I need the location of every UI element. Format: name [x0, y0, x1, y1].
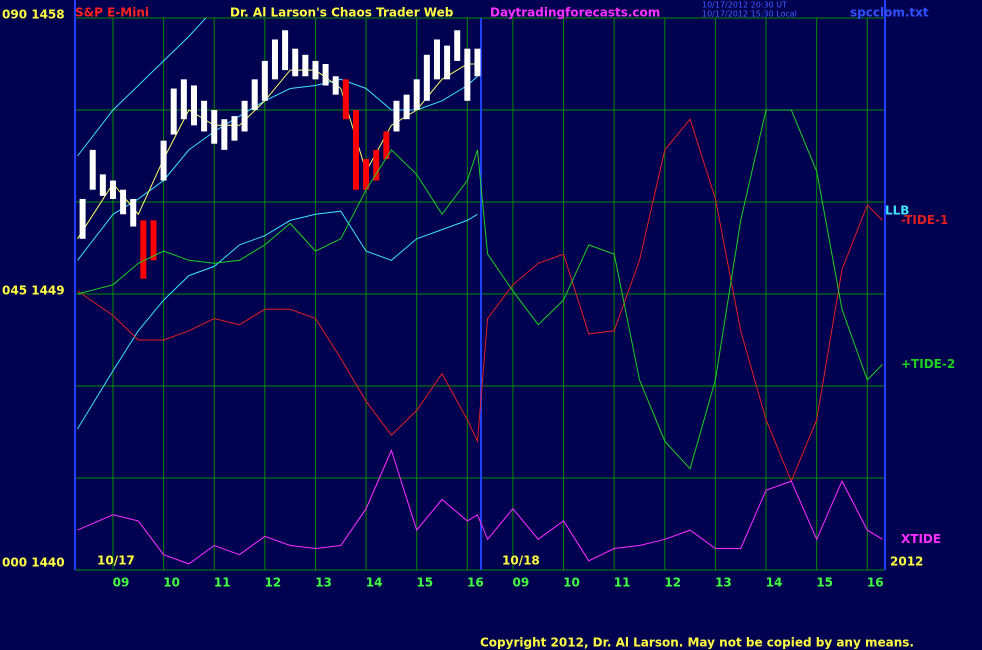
series-label: XTIDE [901, 532, 941, 546]
price-bar [211, 110, 218, 144]
series-line [77, 448, 883, 565]
x-tick-label: 12 [664, 576, 681, 590]
x-tick-label: 16 [867, 576, 884, 590]
price-bar [373, 149, 380, 181]
price-bar [120, 189, 127, 215]
price-bar [444, 45, 451, 80]
x-tick-label: 13 [315, 576, 332, 590]
price-bar [251, 79, 258, 110]
y-tick-label: 090 1458 [2, 8, 65, 22]
band-line [77, 210, 478, 430]
price-bar [271, 39, 278, 80]
symbol: S&P E-Mini [75, 6, 149, 20]
price-bar [170, 88, 177, 135]
series-label: +TIDE-2 [901, 357, 955, 371]
price-bar [109, 180, 116, 199]
price-bar [150, 220, 157, 261]
price-bar [352, 110, 359, 190]
price-bar [130, 198, 137, 227]
date-label: 10/17 [97, 554, 135, 568]
chart-title: Dr. Al Larson's Chaos Trader Web [230, 6, 454, 20]
copyright: Copyright 2012, Dr. Al Larson. May not b… [480, 636, 914, 650]
x-tick-label: 11 [214, 576, 231, 590]
x-tick-label: 10 [563, 576, 580, 590]
price-bar [393, 100, 400, 132]
price-bar [292, 48, 299, 77]
price-bar [190, 85, 197, 126]
price-bar [221, 119, 228, 150]
price-bar [231, 116, 238, 141]
price-bar [342, 79, 349, 120]
x-tick-label: 10 [163, 576, 180, 590]
llb-label: LLB [885, 204, 909, 218]
series-line [77, 109, 883, 470]
price-bar [383, 131, 390, 160]
labels: S&P E-Mini Dr. Al Larson's Chaos Trader … [2, 1, 955, 650]
price-bar [332, 76, 339, 95]
price-bar [282, 30, 289, 71]
plot-area [77, 18, 883, 565]
timestamp: 10/17/2012 20:30 UT [702, 1, 787, 10]
x-tick-label: 09 [513, 576, 530, 590]
x-tick-label: 14 [766, 576, 783, 590]
price-bar [140, 220, 147, 279]
price-bar [474, 48, 481, 77]
price-bar [322, 64, 329, 86]
file-name: spcclom.txt [850, 6, 929, 20]
price-bar [413, 79, 420, 110]
x-tick-label: 12 [264, 576, 281, 590]
price-bar [302, 54, 309, 77]
grid [74, 0, 886, 571]
y-tick-label: 045 1449 [2, 284, 65, 298]
price-bar [454, 30, 461, 61]
price-bar [403, 94, 410, 120]
x-tick-label: 13 [715, 576, 732, 590]
date-label: 10/18 [502, 554, 540, 568]
x-tick-label: 09 [113, 576, 130, 590]
x-tick-label: 15 [416, 576, 433, 590]
price-bar [99, 174, 106, 196]
x-tick-label: 16 [467, 576, 484, 590]
price-bar [180, 79, 187, 120]
price-bar [433, 39, 440, 80]
price-bar [464, 48, 471, 101]
x-tick-label: 11 [614, 576, 631, 590]
price-bar [160, 140, 167, 181]
price-bar [89, 149, 96, 190]
timestamp: 10/17/2012 15:30 Local [702, 10, 797, 19]
band-line [77, 75, 478, 261]
y-tick-label: 000 1440 [2, 556, 65, 570]
price-bar [261, 60, 268, 101]
series-line [77, 118, 883, 483]
price-bar [241, 100, 248, 132]
series-label: -TIDE-1 [901, 213, 948, 227]
price-bar [312, 60, 319, 80]
date-label: 2012 [890, 555, 923, 569]
band-line [77, 18, 207, 157]
x-tick-label: 14 [366, 576, 383, 590]
price-bar [201, 100, 208, 132]
price-bar [423, 54, 430, 101]
website: Daytradingforecasts.com [490, 6, 660, 20]
x-tick-label: 15 [816, 576, 833, 590]
price-bar [79, 198, 86, 239]
price-bar [363, 159, 370, 190]
